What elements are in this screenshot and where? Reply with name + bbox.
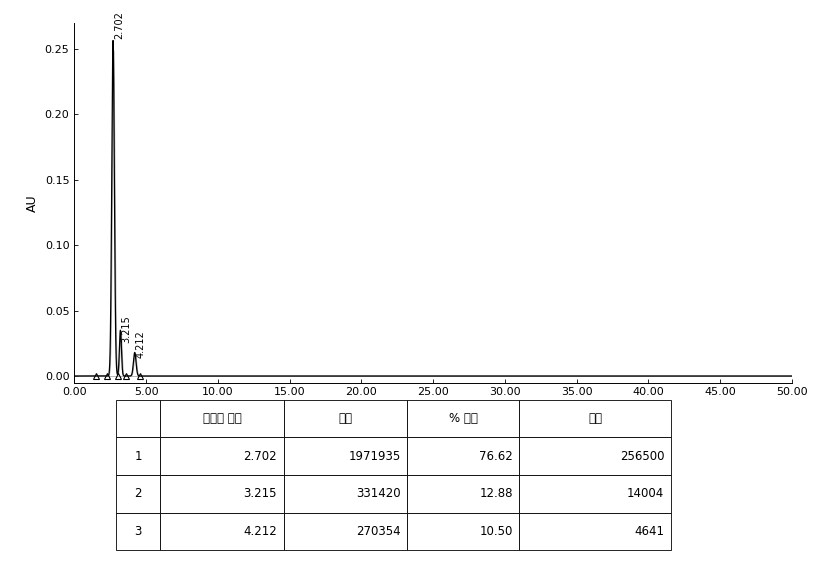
Bar bbox=[284, 437, 408, 475]
Bar bbox=[116, 437, 160, 475]
Text: 331420: 331420 bbox=[356, 488, 400, 500]
Text: 높이: 높이 bbox=[588, 412, 602, 425]
X-axis label: 분: 분 bbox=[429, 403, 437, 416]
Text: 2.702: 2.702 bbox=[114, 11, 124, 39]
Bar bbox=[520, 513, 671, 550]
Text: 1: 1 bbox=[134, 450, 142, 463]
Text: 2: 2 bbox=[134, 488, 142, 500]
Text: 10.50: 10.50 bbox=[479, 525, 512, 538]
Text: 면적: 면적 bbox=[338, 412, 352, 425]
Text: 76.62: 76.62 bbox=[479, 450, 512, 463]
Bar bbox=[520, 475, 671, 513]
Text: 256500: 256500 bbox=[620, 450, 664, 463]
Bar bbox=[284, 475, 408, 513]
Text: 3.215: 3.215 bbox=[243, 488, 277, 500]
Y-axis label: AU: AU bbox=[26, 194, 39, 211]
Text: 4641: 4641 bbox=[634, 525, 664, 538]
Text: 머무름 시간: 머무름 시간 bbox=[203, 412, 242, 425]
Text: 1971935: 1971935 bbox=[348, 450, 400, 463]
Bar bbox=[284, 513, 408, 550]
Text: 270354: 270354 bbox=[356, 525, 400, 538]
Bar bbox=[116, 513, 160, 550]
Bar bbox=[116, 400, 160, 437]
Text: 4.212: 4.212 bbox=[135, 330, 145, 357]
Bar bbox=[408, 475, 520, 513]
Bar bbox=[116, 475, 160, 513]
Text: 14004: 14004 bbox=[627, 488, 664, 500]
Bar bbox=[408, 513, 520, 550]
Bar bbox=[160, 513, 284, 550]
Bar bbox=[520, 400, 671, 437]
Text: 12.88: 12.88 bbox=[479, 488, 512, 500]
Bar bbox=[160, 475, 284, 513]
Bar bbox=[408, 400, 520, 437]
Text: % 면적: % 면적 bbox=[449, 412, 478, 425]
Bar bbox=[160, 400, 284, 437]
Bar bbox=[284, 400, 408, 437]
Text: 4.212: 4.212 bbox=[243, 525, 277, 538]
Text: 3.215: 3.215 bbox=[121, 316, 131, 343]
Text: 3: 3 bbox=[134, 525, 142, 538]
Bar bbox=[520, 437, 671, 475]
Bar bbox=[160, 437, 284, 475]
Bar bbox=[408, 437, 520, 475]
Text: 2.702: 2.702 bbox=[243, 450, 277, 463]
